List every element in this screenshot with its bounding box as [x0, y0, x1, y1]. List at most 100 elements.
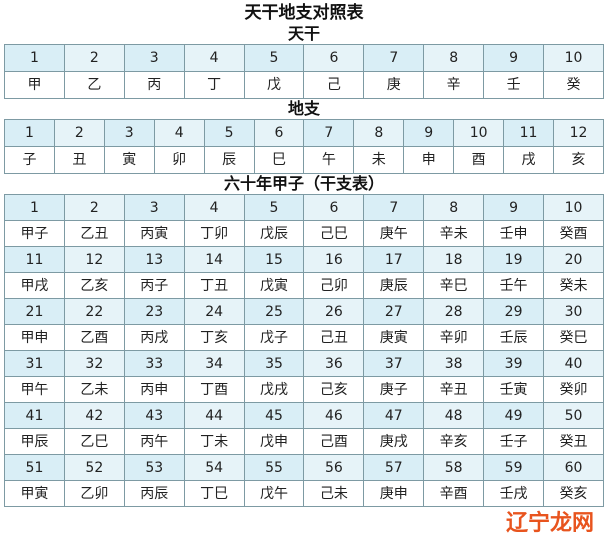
tiangan-number-row: 1 2 3 4 5 6 7 8 9 10 [4, 44, 604, 72]
dizhi-name-cell: 午 [303, 146, 355, 174]
jiazi-name-cell: 己酉 [303, 428, 365, 455]
tiangan-number-cell: 1 [4, 44, 65, 72]
jiazi-number-cell: 2 [63, 194, 125, 221]
jiazi-number-row: 51 52 53 54 55 56 57 58 59 60 [4, 454, 604, 481]
jiazi-name-cell: 壬寅 [483, 376, 545, 403]
jiazi-name-cell: 癸未 [543, 272, 604, 299]
tiangan-name-cell: 丁 [183, 71, 245, 99]
tiangan-number-cell: 2 [63, 44, 125, 72]
dizhi-number-cell: 3 [103, 119, 155, 147]
jiazi-number-cell: 57 [363, 454, 425, 481]
jiazi-number-cell: 26 [303, 298, 365, 325]
jiazi-name-cell: 己丑 [303, 324, 365, 351]
jiazi-number-cell: 52 [63, 454, 125, 481]
jiazi-number-row: 31 32 33 34 35 36 37 38 39 40 [4, 350, 604, 377]
jiazi-number-cell: 9 [483, 194, 545, 221]
jiazi-name-cell: 癸亥 [543, 480, 604, 507]
jiazi-name-cell: 丙午 [123, 428, 185, 455]
jiazi-number-cell: 15 [243, 246, 305, 273]
jiazi-name-cell: 己巳 [303, 220, 365, 247]
dizhi-name-cell: 未 [353, 146, 405, 174]
dizhi-number-cell: 11 [503, 119, 554, 147]
dizhi-number-cell: 6 [253, 119, 305, 147]
jiazi-name-cell: 丁酉 [183, 376, 245, 403]
jiazi-name-cell: 丁未 [183, 428, 245, 455]
dizhi-name-cell: 卯 [153, 146, 205, 174]
jiazi-name-cell: 壬戌 [483, 480, 545, 507]
tiangan-name-cell: 己 [303, 71, 365, 99]
dizhi-name-cell: 子 [4, 146, 55, 174]
jiazi-name-cell: 癸酉 [543, 220, 604, 247]
jiazi-name-cell: 己亥 [303, 376, 365, 403]
jiazi-name-cell: 癸卯 [543, 376, 604, 403]
tiangan-number-cell: 10 [543, 44, 604, 72]
jiazi-number-cell: 46 [303, 402, 365, 429]
jiazi-name-cell: 辛酉 [423, 480, 485, 507]
tiangan-name-row: 甲乙丙丁戊己庚辛壬癸 [4, 71, 604, 99]
jiazi-number-cell: 11 [4, 246, 65, 273]
jiazi-name-cell: 丙辰 [123, 480, 185, 507]
jiazi-name-cell: 壬子 [483, 428, 545, 455]
dizhi-name-cell: 丑 [53, 146, 105, 174]
jiazi-name-cell: 戊申 [243, 428, 305, 455]
jiazi-name-cell: 甲子 [4, 220, 65, 247]
jiazi-name-cell: 乙卯 [63, 480, 125, 507]
jiazi-number-cell: 5 [243, 194, 305, 221]
jiazi-number-cell: 17 [363, 246, 425, 273]
tiangan-name-cell: 癸 [543, 71, 604, 99]
tiangan-number-cell: 6 [303, 44, 365, 72]
jiazi-name-cell: 辛巳 [423, 272, 485, 299]
jiazi-number-row: 1 2 3 4 5 6 7 8 9 10 [4, 194, 604, 221]
jiazi-table: 1 2 3 4 5 6 7 8 9 10 甲子 乙丑 丙寅 丁卯 戊辰 己巳 庚午 辛未 壬申 癸酉 11 12 13 14 1… [4, 194, 604, 507]
jiazi-name-cell: 丁巳 [183, 480, 245, 507]
jiazi-name-cell: 丁亥 [183, 324, 245, 351]
jiazi-name-cell: 乙丑 [63, 220, 125, 247]
jiazi-number-cell: 27 [363, 298, 425, 325]
jiazi-number-cell: 49 [483, 402, 545, 429]
dizhi-number-cell: 4 [153, 119, 205, 147]
jiazi-name-cell: 丙申 [123, 376, 185, 403]
jiazi-number-cell: 23 [123, 298, 185, 325]
jiazi-number-cell: 32 [63, 350, 125, 377]
dizhi-number-cell: 5 [203, 119, 255, 147]
jiazi-name-cell: 庚午 [363, 220, 425, 247]
jiazi-name-cell: 甲辰 [4, 428, 65, 455]
jiazi-name-cell: 甲申 [4, 324, 65, 351]
jiazi-name-cell: 辛卯 [423, 324, 485, 351]
dizhi-number-cell: 10 [453, 119, 505, 147]
jiazi-number-cell: 55 [243, 454, 305, 481]
jiazi-name-cell: 己未 [303, 480, 365, 507]
jiazi-number-cell: 10 [543, 194, 604, 221]
jiazi-number-cell: 14 [183, 246, 245, 273]
jiazi-name-cell: 辛亥 [423, 428, 485, 455]
jiazi-name-cell: 甲午 [4, 376, 65, 403]
jiazi-name-cell: 庚辰 [363, 272, 425, 299]
jiazi-number-cell: 18 [423, 246, 485, 273]
tiangan-number-cell: 8 [423, 44, 485, 72]
jiazi-name-cell: 戊子 [243, 324, 305, 351]
jiazi-number-cell: 25 [243, 298, 305, 325]
dizhi-number-cell: 8 [353, 119, 405, 147]
jiazi-number-cell: 35 [243, 350, 305, 377]
jiazi-number-cell: 45 [243, 402, 305, 429]
jiazi-name-cell: 丙戌 [123, 324, 185, 351]
dizhi-name-cell: 申 [403, 146, 455, 174]
jiazi-number-cell: 36 [303, 350, 365, 377]
jiazi-number-cell: 51 [4, 454, 65, 481]
jiazi-number-cell: 19 [483, 246, 545, 273]
page-title: 天干地支对照表 [244, 3, 364, 23]
jiazi-number-cell: 39 [483, 350, 545, 377]
tiangan-name-cell: 乙 [63, 71, 125, 99]
tiangan-name-cell: 丙 [123, 71, 185, 99]
dizhi-number-row: 1 2 3 4 5 6 7 8 9 10 11 12 [4, 119, 605, 147]
jiazi-name-cell: 甲戌 [4, 272, 65, 299]
jiazi-name-cell: 乙亥 [63, 272, 125, 299]
jiazi-name-cell: 壬辰 [483, 324, 545, 351]
jiazi-name-cell: 乙酉 [63, 324, 125, 351]
jiazi-name-cell: 乙巳 [63, 428, 125, 455]
tiangan-name-cell: 庚 [363, 71, 425, 99]
jiazi-name-cell: 戊辰 [243, 220, 305, 247]
jiazi-name-cell: 甲寅 [4, 480, 65, 507]
jiazi-name-cell: 辛丑 [423, 376, 485, 403]
